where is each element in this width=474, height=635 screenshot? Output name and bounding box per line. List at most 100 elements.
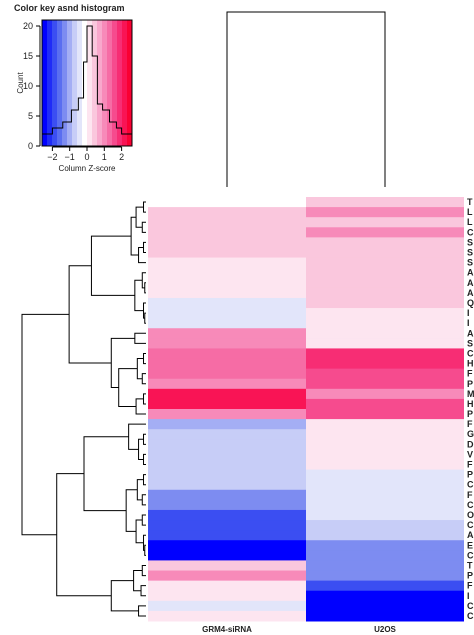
heatmap-cell bbox=[148, 308, 306, 319]
color-key-x-tick-label: 1 bbox=[102, 152, 107, 162]
row-label: G bbox=[467, 429, 474, 439]
heatmap-cell bbox=[148, 550, 306, 561]
row-dendrogram-branch bbox=[144, 544, 146, 556]
row-label: I bbox=[467, 318, 470, 328]
row-dendrogram-branch bbox=[138, 438, 144, 460]
row-label: T bbox=[467, 197, 473, 207]
color-key-title: Color key asnd histogram bbox=[14, 3, 125, 13]
row-dendrogram-branch bbox=[90, 235, 135, 296]
heatmap-cell bbox=[148, 570, 306, 582]
heatmap-cell bbox=[306, 419, 464, 430]
row-dendrogram-branch bbox=[110, 580, 139, 612]
heatmap-cell bbox=[148, 540, 306, 551]
heatmap-cell bbox=[148, 217, 306, 228]
heatmap-cell bbox=[306, 207, 464, 218]
row-label: O bbox=[467, 510, 474, 520]
row-label: F bbox=[467, 419, 473, 429]
heatmap-cell bbox=[306, 267, 464, 279]
row-dendrogram-branch bbox=[134, 332, 146, 344]
row-label: C bbox=[467, 348, 474, 358]
color-key-x-tick-label: −1 bbox=[65, 152, 75, 162]
color-key-gradient bbox=[42, 20, 133, 146]
row-label: S bbox=[467, 258, 473, 268]
heatmap-cell bbox=[306, 197, 464, 208]
row-dendrogram-branch bbox=[143, 352, 146, 365]
color-key-band bbox=[62, 20, 68, 146]
heatmap-cell bbox=[306, 287, 464, 299]
heatmap-cell bbox=[148, 277, 306, 289]
column-dendrogram-branch bbox=[226, 11, 386, 187]
row-label: M bbox=[467, 389, 474, 399]
heatmap-cell bbox=[306, 469, 464, 481]
heatmap-cell bbox=[148, 520, 306, 531]
color-key-band bbox=[42, 20, 48, 146]
heatmap-cell bbox=[306, 509, 464, 521]
heatmap-cell bbox=[148, 388, 306, 400]
column-label: GRM4-siRNA bbox=[202, 625, 252, 634]
heatmap-cell bbox=[148, 197, 306, 208]
column-label: U2OS bbox=[374, 625, 396, 634]
row-dendrogram-branch bbox=[141, 221, 146, 233]
row-label: A bbox=[467, 268, 474, 278]
color-key-y-tick-label: 0 bbox=[28, 141, 33, 151]
color-key-band bbox=[102, 20, 108, 146]
row-label: P bbox=[467, 379, 473, 389]
row-labels: TLLCSSSAAAQIIASCHFPMHPFGDVFPCFCOCAECTPFI… bbox=[467, 197, 474, 621]
color-key-y-label: Count bbox=[16, 72, 25, 94]
row-label: S bbox=[467, 338, 473, 348]
heatmap-cell bbox=[306, 217, 464, 228]
heatmap-cell bbox=[306, 368, 464, 380]
row-label: C bbox=[467, 500, 474, 510]
row-label: C bbox=[467, 611, 474, 621]
row-dendrogram-branch bbox=[141, 494, 146, 506]
heatmap-cell bbox=[148, 429, 306, 440]
row-label: A bbox=[467, 530, 474, 540]
color-key: Color key asnd histogram −2 −1 0 1 205101520… bbox=[14, 3, 133, 173]
row-label: F bbox=[467, 581, 473, 591]
heatmap-cell bbox=[306, 479, 464, 491]
row-label: P bbox=[467, 409, 473, 419]
color-key-x-tick-label: 0 bbox=[84, 152, 89, 162]
heatmap-cell bbox=[148, 499, 306, 511]
heatmap-cell bbox=[148, 338, 306, 349]
color-key-x-tick-label: 2 bbox=[119, 152, 124, 162]
heatmap-cell bbox=[306, 540, 464, 551]
heatmap-cells bbox=[148, 197, 464, 622]
color-key-band bbox=[57, 20, 63, 146]
row-dendrogram-branch bbox=[143, 453, 146, 466]
heatmap-cell bbox=[306, 499, 464, 511]
row-label: E bbox=[467, 540, 473, 550]
row-dendrogram-branch bbox=[140, 585, 146, 597]
heatmap-cell bbox=[148, 610, 306, 622]
heatmap-cell bbox=[306, 257, 464, 269]
heatmap-cell bbox=[306, 459, 464, 471]
row-label: C bbox=[467, 480, 474, 490]
heatmap-cell bbox=[148, 348, 306, 360]
row-label: C bbox=[467, 601, 474, 611]
heatmap-cell bbox=[148, 247, 306, 259]
row-dendrogram-branch bbox=[143, 474, 146, 486]
color-key-band bbox=[52, 20, 58, 146]
row-label: L bbox=[467, 207, 473, 217]
row-dendrogram-branch bbox=[138, 605, 146, 617]
row-dendrogram-branch bbox=[143, 241, 146, 254]
color-key-band bbox=[77, 20, 83, 146]
column-dendrogram bbox=[226, 11, 386, 187]
heatmap-cell bbox=[306, 277, 464, 289]
row-dendrogram-branch bbox=[110, 337, 135, 389]
row-dendrogram-branch bbox=[135, 398, 146, 415]
row-dendrogram-branch bbox=[118, 368, 138, 407]
row-dendrogram-branch bbox=[143, 201, 146, 213]
heatmap-cell bbox=[148, 530, 306, 541]
heatmap-cell bbox=[148, 419, 306, 430]
row-dendrogram-branch bbox=[141, 272, 146, 289]
color-key-y-tick-label: 5 bbox=[28, 111, 33, 121]
heatmap-cell bbox=[306, 237, 464, 248]
color-key-y-tick-label: 15 bbox=[23, 51, 33, 61]
heatmap-cell bbox=[306, 610, 464, 622]
heatmap-cell bbox=[148, 439, 306, 450]
heatmap-cell bbox=[148, 207, 306, 218]
color-key-frame bbox=[41, 19, 133, 147]
color-key-band bbox=[122, 20, 128, 146]
color-key-band bbox=[72, 20, 78, 146]
